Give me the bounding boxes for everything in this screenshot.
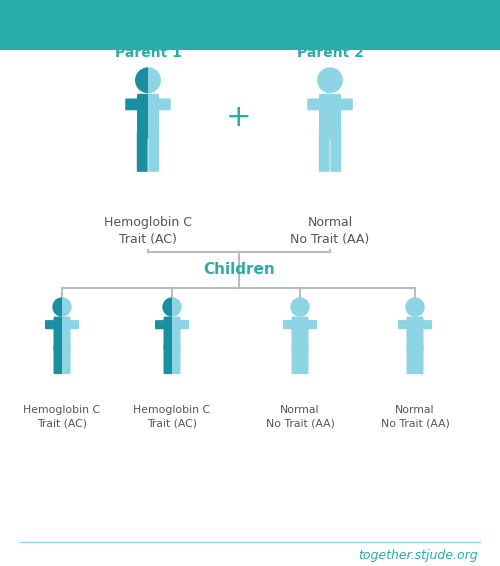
FancyBboxPatch shape xyxy=(164,316,180,350)
Bar xyxy=(12,293,62,415)
Text: together.stjude.org: together.stjude.org xyxy=(358,550,478,563)
FancyBboxPatch shape xyxy=(338,98,353,110)
FancyBboxPatch shape xyxy=(283,320,294,329)
FancyBboxPatch shape xyxy=(306,320,317,329)
FancyBboxPatch shape xyxy=(421,320,432,329)
FancyBboxPatch shape xyxy=(155,320,166,329)
Circle shape xyxy=(318,68,342,92)
Bar xyxy=(0,0,500,50)
Circle shape xyxy=(136,68,160,92)
Text: +: + xyxy=(226,102,252,131)
Circle shape xyxy=(53,298,71,316)
Text: Normal
No Trait (AA): Normal No Trait (AA) xyxy=(380,405,450,428)
Text: Hemoglobin C Trait: Hemoglobin C Trait xyxy=(130,15,370,35)
FancyBboxPatch shape xyxy=(137,132,147,172)
FancyBboxPatch shape xyxy=(178,320,189,329)
FancyBboxPatch shape xyxy=(406,345,415,374)
FancyBboxPatch shape xyxy=(319,132,330,172)
FancyBboxPatch shape xyxy=(330,132,341,172)
Text: Children: Children xyxy=(203,263,275,277)
FancyBboxPatch shape xyxy=(137,94,159,139)
FancyBboxPatch shape xyxy=(406,316,424,350)
FancyBboxPatch shape xyxy=(62,345,70,374)
FancyBboxPatch shape xyxy=(156,98,171,110)
FancyBboxPatch shape xyxy=(45,320,56,329)
FancyBboxPatch shape xyxy=(125,98,140,110)
FancyBboxPatch shape xyxy=(54,345,62,374)
Circle shape xyxy=(163,298,181,316)
Circle shape xyxy=(291,298,309,316)
FancyBboxPatch shape xyxy=(156,98,171,110)
FancyBboxPatch shape xyxy=(125,98,140,110)
FancyBboxPatch shape xyxy=(415,345,424,374)
Text: Hemoglobin C
Trait (AC): Hemoglobin C Trait (AC) xyxy=(24,405,101,428)
Text: Hemoglobin C
Trait (AC): Hemoglobin C Trait (AC) xyxy=(104,216,192,246)
Circle shape xyxy=(53,298,71,316)
FancyBboxPatch shape xyxy=(68,320,79,329)
Circle shape xyxy=(136,68,160,92)
FancyBboxPatch shape xyxy=(178,320,189,329)
FancyBboxPatch shape xyxy=(45,320,56,329)
Text: Normal
No Trait (AA): Normal No Trait (AA) xyxy=(266,405,334,428)
FancyBboxPatch shape xyxy=(164,345,172,374)
FancyBboxPatch shape xyxy=(292,345,300,374)
FancyBboxPatch shape xyxy=(148,132,159,172)
Text: Normal
No Trait (AA): Normal No Trait (AA) xyxy=(290,216,370,246)
FancyBboxPatch shape xyxy=(319,94,341,139)
FancyBboxPatch shape xyxy=(164,345,172,374)
FancyBboxPatch shape xyxy=(398,320,409,329)
Text: Parent 2: Parent 2 xyxy=(296,46,364,60)
Bar xyxy=(148,63,216,223)
FancyBboxPatch shape xyxy=(172,345,180,374)
FancyBboxPatch shape xyxy=(137,94,159,139)
Bar xyxy=(62,293,112,415)
FancyBboxPatch shape xyxy=(137,132,147,172)
FancyBboxPatch shape xyxy=(155,320,166,329)
Bar xyxy=(122,293,172,415)
Bar xyxy=(80,63,148,223)
FancyBboxPatch shape xyxy=(307,98,322,110)
FancyBboxPatch shape xyxy=(54,345,62,374)
FancyBboxPatch shape xyxy=(164,316,180,350)
Bar xyxy=(172,293,222,415)
FancyBboxPatch shape xyxy=(172,345,180,374)
FancyBboxPatch shape xyxy=(300,345,308,374)
FancyBboxPatch shape xyxy=(292,316,308,350)
FancyBboxPatch shape xyxy=(62,345,70,374)
Circle shape xyxy=(163,298,181,316)
Circle shape xyxy=(406,298,424,316)
FancyBboxPatch shape xyxy=(54,316,70,350)
Text: Parent 1: Parent 1 xyxy=(114,46,182,60)
FancyBboxPatch shape xyxy=(148,132,159,172)
FancyBboxPatch shape xyxy=(68,320,79,329)
Text: Hemoglobin C
Trait (AC): Hemoglobin C Trait (AC) xyxy=(134,405,210,428)
FancyBboxPatch shape xyxy=(54,316,70,350)
